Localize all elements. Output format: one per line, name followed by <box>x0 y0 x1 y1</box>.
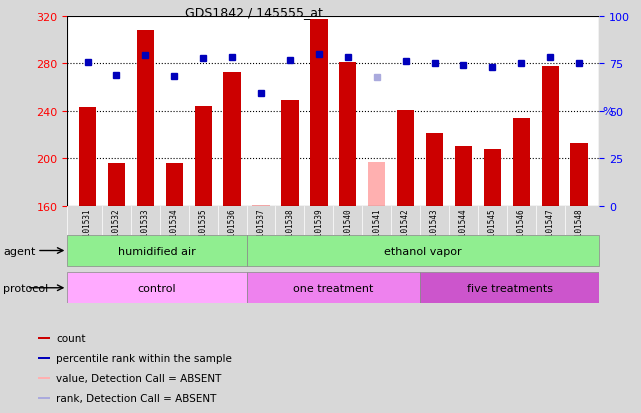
Bar <box>420 273 599 304</box>
Bar <box>484 150 501 206</box>
Text: five treatments: five treatments <box>467 283 553 293</box>
Bar <box>67 273 247 304</box>
Bar <box>38 358 51 359</box>
Bar <box>542 66 559 206</box>
Text: GSM101542: GSM101542 <box>401 208 410 249</box>
Bar <box>67 235 247 266</box>
Text: %: % <box>603 107 613 116</box>
Bar <box>137 31 154 206</box>
Text: GSM101531: GSM101531 <box>83 208 92 249</box>
Bar <box>281 101 299 206</box>
Text: GSM101540: GSM101540 <box>344 208 353 249</box>
Bar <box>310 20 328 206</box>
Bar <box>426 134 443 206</box>
Bar <box>165 164 183 206</box>
Bar <box>513 119 530 206</box>
Text: GSM101536: GSM101536 <box>228 208 237 249</box>
Text: GSM101537: GSM101537 <box>256 208 265 249</box>
Text: protocol: protocol <box>3 283 49 293</box>
Text: GSM101533: GSM101533 <box>141 208 150 249</box>
Bar <box>368 163 385 206</box>
Text: GSM101538: GSM101538 <box>285 208 294 249</box>
Text: ethanol vapor: ethanol vapor <box>384 246 462 256</box>
Text: GSM101544: GSM101544 <box>459 208 468 249</box>
Text: GSM101543: GSM101543 <box>430 208 439 249</box>
Text: GSM101548: GSM101548 <box>574 208 583 249</box>
Bar <box>38 377 51 380</box>
Text: GSM101547: GSM101547 <box>545 208 554 249</box>
Text: GSM101545: GSM101545 <box>488 208 497 249</box>
Bar <box>38 397 51 399</box>
Text: GSM101532: GSM101532 <box>112 208 121 249</box>
Text: one treatment: one treatment <box>293 283 374 293</box>
Bar <box>454 147 472 206</box>
Bar <box>570 144 588 206</box>
Bar <box>194 107 212 206</box>
Bar <box>38 337 51 339</box>
Bar <box>79 108 96 206</box>
Bar <box>397 110 414 206</box>
Text: count: count <box>56 334 86 344</box>
Text: GSM101535: GSM101535 <box>199 208 208 249</box>
Text: rank, Detection Call = ABSENT: rank, Detection Call = ABSENT <box>56 394 217 404</box>
Bar <box>247 273 420 304</box>
Bar <box>339 63 356 206</box>
Bar <box>108 164 125 206</box>
Bar <box>224 72 241 206</box>
Text: humidified air: humidified air <box>118 246 196 256</box>
Text: agent: agent <box>3 246 36 256</box>
Text: GSM101541: GSM101541 <box>372 208 381 249</box>
Text: GSM101546: GSM101546 <box>517 208 526 249</box>
Text: GSM101539: GSM101539 <box>314 208 323 249</box>
Text: control: control <box>138 283 176 293</box>
Bar <box>253 205 270 206</box>
Text: value, Detection Call = ABSENT: value, Detection Call = ABSENT <box>56 373 222 383</box>
Text: GSM101534: GSM101534 <box>170 208 179 249</box>
Bar <box>247 235 599 266</box>
Text: percentile rank within the sample: percentile rank within the sample <box>56 354 232 363</box>
Text: GDS1842 / 145555_at: GDS1842 / 145555_at <box>185 6 322 19</box>
